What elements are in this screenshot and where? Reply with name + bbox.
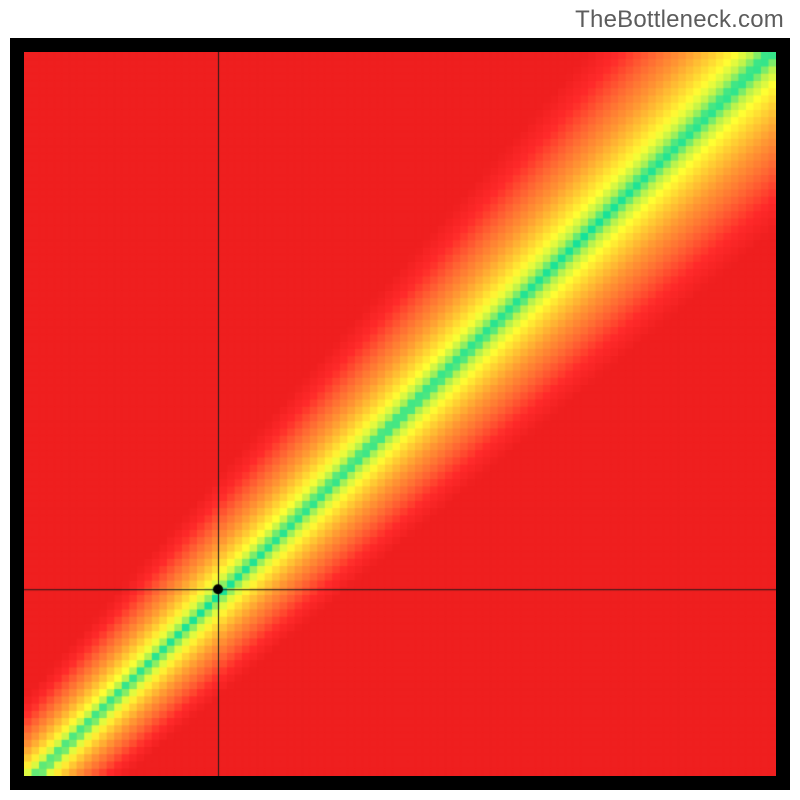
bottleneck-heatmap <box>24 52 776 776</box>
chart-frame <box>10 38 790 790</box>
attribution-text: TheBottleneck.com <box>575 6 784 34</box>
